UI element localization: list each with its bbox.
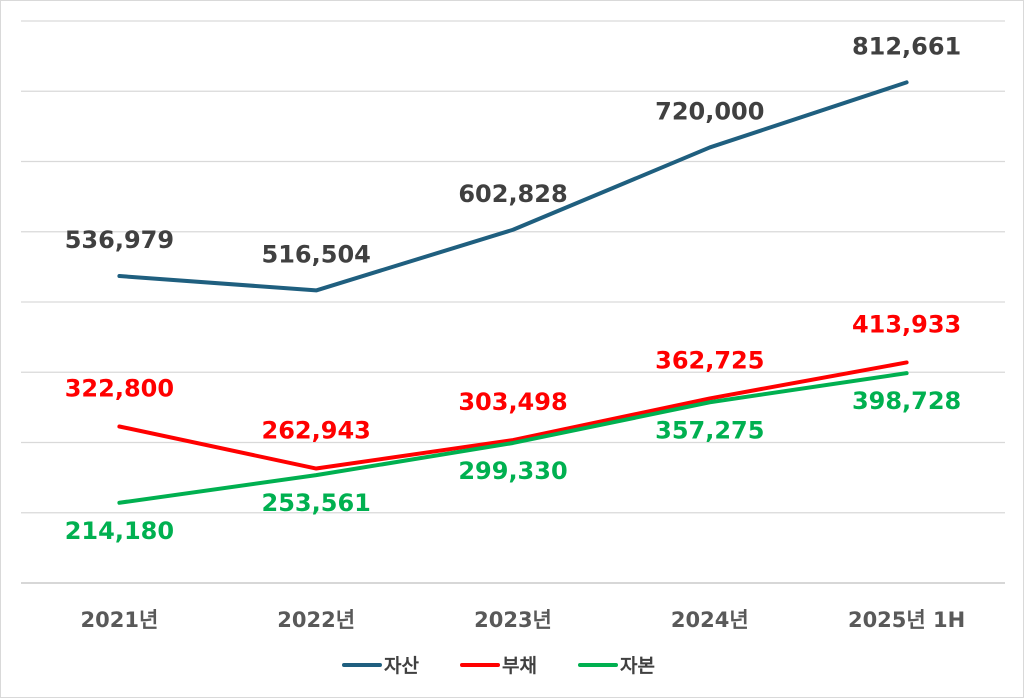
data-label: 413,933 xyxy=(852,310,961,338)
series-line-1 xyxy=(117,80,909,293)
data-label: 262,943 xyxy=(262,417,371,445)
data-label: 362,725 xyxy=(655,346,764,374)
data-labels: 536,979 516,504 602,828 720,000 812,661 322,8… xyxy=(65,32,962,544)
data-label: 398,728 xyxy=(852,387,961,415)
data-label: 357,275 xyxy=(655,416,764,444)
series-lines xyxy=(117,80,909,505)
data-label: 253,561 xyxy=(262,489,371,517)
x-tick-label: 2023년 xyxy=(474,608,552,632)
x-tick-label: 2022년 xyxy=(277,608,355,632)
data-label: 516,504 xyxy=(262,240,371,268)
x-tick-label: 2024년 xyxy=(671,608,749,632)
data-label: 299,330 xyxy=(458,457,567,485)
legend-label: 자본 xyxy=(620,655,655,677)
data-label: 303,498 xyxy=(458,388,567,416)
legend-label: 부채 xyxy=(502,655,537,677)
data-label: 214,180 xyxy=(65,517,174,545)
gridlines xyxy=(21,20,1005,584)
legend-item: 자본 xyxy=(578,655,655,677)
data-label: 322,800 xyxy=(65,374,174,402)
data-label: 536,979 xyxy=(65,226,174,254)
legend-item: 자산 xyxy=(342,655,419,677)
series-line-3 xyxy=(117,371,909,505)
x-tick-label: 2021년 xyxy=(81,608,159,632)
legend-item: 부채 xyxy=(460,655,537,677)
x-tick-label: 2025년 1H xyxy=(848,608,965,632)
legend-label: 자산 xyxy=(384,655,419,677)
data-label: 812,661 xyxy=(852,32,961,60)
series-line-2 xyxy=(117,360,909,471)
x-axis-ticks: 2021년 2022년 2023년 2024년 2025년 1H xyxy=(81,608,966,632)
data-label: 602,828 xyxy=(458,180,567,208)
data-label: 720,000 xyxy=(655,97,764,125)
legend: 자산 부채 자본 xyxy=(342,655,655,677)
